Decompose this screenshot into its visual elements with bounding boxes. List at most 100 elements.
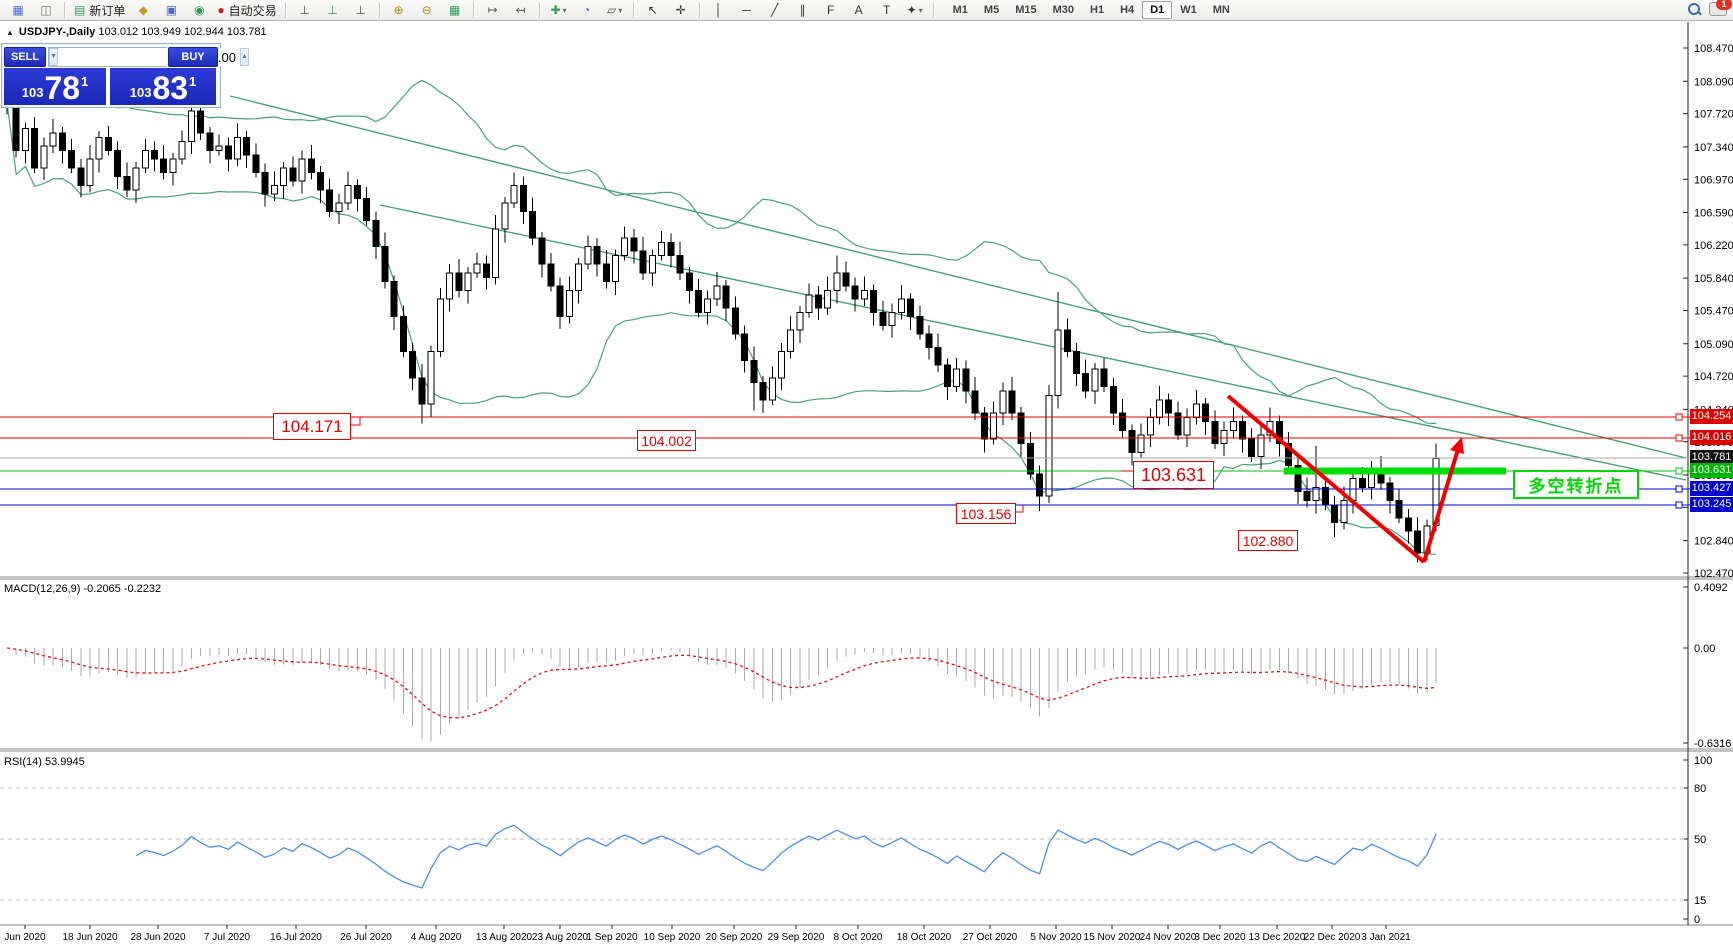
- volume-stepper: ▼ ▲: [48, 47, 249, 67]
- chevron-down-icon: ▾: [562, 5, 567, 15]
- signals-button[interactable]: ◉: [185, 0, 213, 20]
- horizontal-line-button[interactable]: ─: [733, 0, 761, 20]
- svg-text:5 Nov 2020: 5 Nov 2020: [1030, 932, 1082, 943]
- new-order-button[interactable]: ▤ 新订单: [70, 0, 129, 20]
- text-button[interactable]: A: [845, 0, 873, 20]
- turning-point-note[interactable]: 多空转折点: [1513, 470, 1639, 499]
- zoom-out-button[interactable]: ⊖: [413, 0, 441, 20]
- arrows-button[interactable]: ✦ ▾: [901, 0, 929, 20]
- svg-text:106.590: 106.590: [1694, 208, 1733, 220]
- toolbar: ▦ ◫ ▤ 新订单 ◆ ▣ ◉ ● 自动交易 ⊥ ⊥ ⊥ ⊕ ⊖ ▦ ↦ ↤ ✚ ▾ ◔ ▱ ▾ ↖ ✛ │ ─ ╱ ∥ F A T ✦ ▾ M…: [0, 0, 1733, 21]
- timeframe-m5[interactable]: M5: [983, 4, 1000, 16]
- horizontal-line-icon: ─: [742, 3, 751, 17]
- timeframe-m1[interactable]: M1: [952, 4, 968, 16]
- arrow-up-icon: [1450, 437, 1464, 454]
- bar-chart-button[interactable]: ⊥: [291, 0, 319, 20]
- fibonacci-icon: F: [826, 3, 835, 17]
- line-chart-button[interactable]: ⊥: [347, 0, 375, 20]
- sell-pipette: 1: [81, 74, 89, 89]
- timeframe-m30[interactable]: M30: [1052, 4, 1074, 16]
- terminal-button[interactable]: ▣: [157, 0, 185, 20]
- price-annotation-104.171[interactable]: 104.171: [273, 413, 351, 440]
- search-icon[interactable]: [1687, 2, 1702, 16]
- red-reversal-arrows[interactable]: [1226, 394, 1464, 564]
- timeframe-h4[interactable]: H4: [1120, 4, 1135, 16]
- price-annotation-103.156[interactable]: 103.156: [956, 503, 1016, 524]
- price-tag-103.631: 103.631: [1690, 463, 1733, 478]
- indicators-button[interactable]: ✚ ▾: [545, 0, 573, 20]
- price-tag-104.016: 104.016: [1690, 430, 1733, 445]
- auto-scroll-button[interactable]: ↤: [507, 0, 535, 20]
- symbol-period-label: USDJPY-,Daily: [18, 26, 96, 38]
- autotrade-button[interactable]: ● 自动交易: [213, 0, 280, 20]
- volume-increase-button[interactable]: ▲: [239, 48, 249, 66]
- price-annotation-104.002[interactable]: 104.002: [637, 430, 696, 451]
- svg-text:102.470: 102.470: [1694, 568, 1733, 580]
- svg-text:13 Dec 2020: 13 Dec 2020: [1249, 932, 1306, 943]
- channel-button[interactable]: ∥: [789, 0, 817, 20]
- buy-button[interactable]: BUY: [168, 47, 218, 67]
- zoom-in-button[interactable]: ⊕: [385, 0, 413, 20]
- sell-button[interactable]: SELL: [4, 47, 46, 67]
- candlestick-icon: ⊥: [327, 3, 338, 17]
- brush-icon: ◆: [138, 3, 148, 17]
- candlestick-button[interactable]: ⊥: [319, 0, 347, 20]
- toolbar-separator: [932, 2, 935, 18]
- profiles-button[interactable]: ◫: [32, 0, 60, 20]
- chart-shift-button[interactable]: ↦: [479, 0, 507, 20]
- sell-quote-button[interactable]: 103 78 1: [4, 68, 106, 105]
- panel-frame: [0, 22, 1733, 926]
- new-chart-button[interactable]: ▦: [4, 0, 32, 20]
- svg-text:29 Sep 2020: 29 Sep 2020: [768, 932, 825, 943]
- vertical-line-button[interactable]: │: [705, 0, 733, 20]
- trendline-button[interactable]: ╱: [761, 0, 789, 20]
- new-order-label: 新订单: [89, 3, 126, 18]
- svg-text:108.470: 108.470: [1694, 43, 1733, 55]
- timeframe-mn[interactable]: MN: [1212, 4, 1230, 16]
- chat-icon[interactable]: 1: [1709, 0, 1732, 16]
- search-lens: [1688, 3, 1700, 15]
- autotrade-icon: ●: [217, 3, 225, 17]
- fibonacci-button[interactable]: F: [817, 0, 845, 20]
- volume-decrease-button[interactable]: ▼: [49, 48, 58, 66]
- svg-text:10 Sep 2020: 10 Sep 2020: [644, 932, 701, 943]
- svg-text:0.4092: 0.4092: [1694, 582, 1728, 594]
- signals-icon: ◉: [194, 3, 205, 17]
- vertical-line-icon: │: [714, 3, 723, 17]
- periods-button[interactable]: ◔: [573, 0, 601, 20]
- chevron-down-icon: ▾: [918, 5, 923, 15]
- zoom-out-icon: ⊖: [421, 3, 432, 17]
- text-icon: A: [854, 3, 863, 17]
- timeframe-w1[interactable]: W1: [1180, 4, 1197, 16]
- timeframe-h1[interactable]: H1: [1090, 4, 1105, 16]
- price-tag-103.427: 103.427: [1690, 481, 1733, 496]
- svg-text:0: 0: [1694, 914, 1700, 926]
- macd-label: MACD(12,26,9) -0.2065 -0.2232: [4, 583, 162, 595]
- svg-text:8 Oct 2020: 8 Oct 2020: [834, 932, 883, 943]
- price-annotation-103.631[interactable]: 103.631: [1133, 461, 1214, 489]
- timeframe-m15[interactable]: M15: [1015, 4, 1037, 16]
- crosshair-icon: ✛: [675, 3, 686, 17]
- svg-text:3 Dec 2020: 3 Dec 2020: [1194, 932, 1246, 943]
- svg-text:107.340: 107.340: [1694, 142, 1733, 154]
- brush-button[interactable]: ◆: [129, 0, 157, 20]
- toolbar-separator: [698, 2, 701, 18]
- svg-text:26 Jul 2020: 26 Jul 2020: [340, 932, 392, 943]
- svg-text:15: 15: [1694, 895, 1706, 907]
- crosshair-button[interactable]: ✛: [667, 0, 695, 20]
- tile-windows-button[interactable]: ▦: [441, 0, 469, 20]
- bollinger-lower: [6, 102, 1437, 555]
- indicators-icon: ✚: [550, 3, 561, 17]
- candlestick-series: [3, 84, 1440, 563]
- timeframe-bar: M1 M5 M15 M30 H1 H4 D1 W1 MN: [945, 1, 1238, 19]
- cursor-button[interactable]: ↖: [639, 0, 667, 20]
- zoom-in-icon: ⊕: [393, 3, 404, 17]
- buy-quote-button[interactable]: 103 83 1: [110, 68, 216, 105]
- templates-button[interactable]: ▱ ▾: [601, 0, 629, 20]
- collapse-icon[interactable]: ▲: [6, 28, 14, 37]
- label-button[interactable]: T: [873, 0, 901, 20]
- macd-signal-line: [6, 647, 1437, 719]
- price-annotation-102.880[interactable]: 102.880: [1238, 530, 1298, 551]
- timeframe-d1[interactable]: D1: [1142, 1, 1173, 19]
